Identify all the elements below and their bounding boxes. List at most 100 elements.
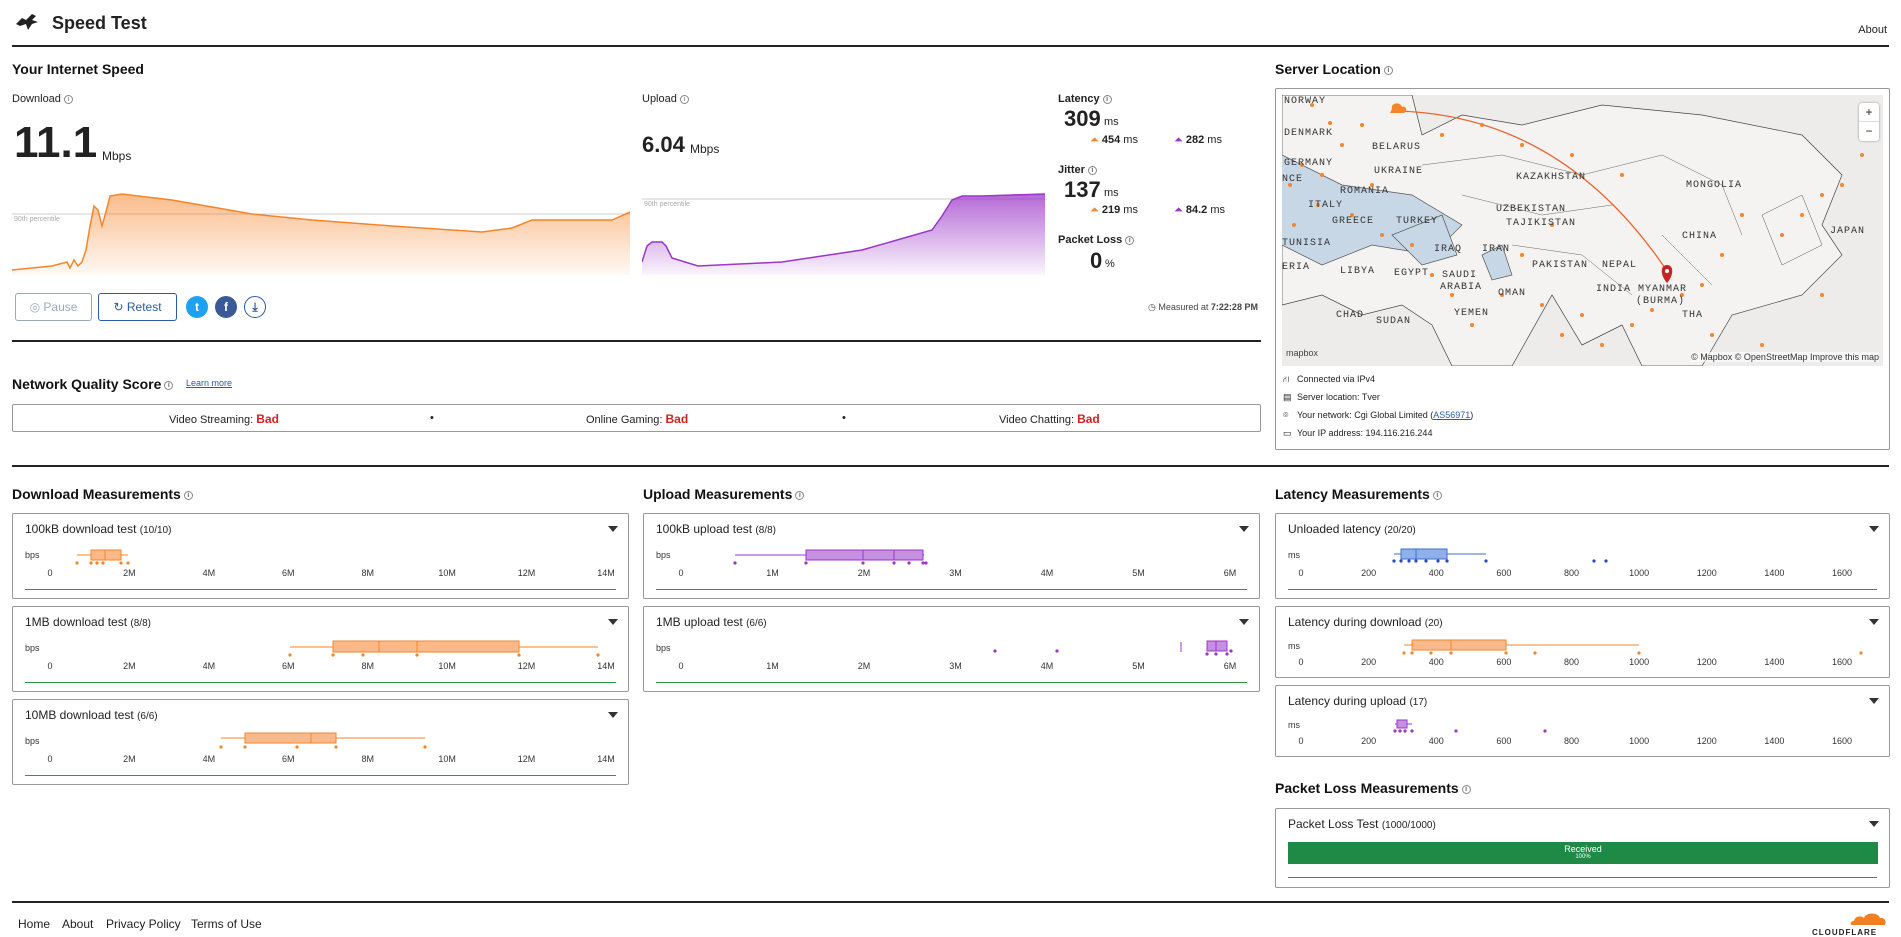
chevron-down-icon[interactable]: [1239, 619, 1249, 625]
chevron-down-icon[interactable]: [1869, 698, 1879, 704]
latency-download-value: ⏶ 454 ms: [1090, 134, 1138, 146]
axis-tick-label: 4M: [202, 568, 216, 578]
axis-tick-label: 0: [678, 568, 684, 578]
svg-text:NORWAY: NORWAY: [1284, 96, 1326, 107]
info-icon: i: [1125, 235, 1135, 245]
map-labels: NORWAY DENMARK BELARUS GERMANY UKRAINE N…: [1282, 96, 1864, 327]
boxplot-chart: [1392, 548, 1608, 563]
boxplot-chart: [288, 640, 600, 657]
chevron-down-icon[interactable]: [1869, 821, 1879, 827]
axis-tick-label: 200: [1361, 736, 1377, 746]
learn-more-link[interactable]: Learn more: [186, 378, 233, 388]
unit-label: bps: [656, 643, 671, 653]
axis-tick-label: 1400: [1764, 657, 1785, 667]
upload-1mb-card[interactable]: 1MB upload test (6/6) bps 0 1M 2M 3M 4M 5M 6M: [643, 606, 1260, 692]
axis-tick-label: 6M: [1223, 568, 1237, 578]
axis-tick-label: 8M: [361, 661, 374, 671]
packet-loss-card[interactable]: Packet Loss Test (1000/1000) Received 10…: [1275, 808, 1890, 888]
baseline: [25, 589, 616, 590]
latency-download-card[interactable]: Latency during download (20) ms 0 200 400 6…: [1275, 606, 1890, 678]
upload-percentile-label: 90th percentile: [644, 201, 690, 208]
measured-at: ◷ Measured at 7:22:28 PM: [1148, 302, 1258, 312]
info-icon: i: [1432, 490, 1442, 500]
axis-tick-label: 1200: [1696, 568, 1717, 578]
card-title: 1MB upload test (6/6): [656, 615, 767, 629]
footer-about-link[interactable]: About: [62, 917, 94, 931]
svg-text:TURKEY: TURKEY: [1396, 216, 1438, 227]
pause-button[interactable]: ◎ Pause: [15, 293, 92, 321]
chevron-down-icon[interactable]: [608, 712, 618, 718]
boxplot-chart: [1393, 719, 1547, 733]
unit-label: ms: [1288, 550, 1300, 560]
axis-tick-label: 5M: [1132, 661, 1145, 671]
info-icon: i: [795, 490, 805, 500]
info-icon: i: [1102, 94, 1112, 104]
footer-divider: [12, 901, 1889, 903]
svg-text:NCE: NCE: [1282, 174, 1303, 185]
map-zoom-control: + −: [1859, 103, 1879, 141]
upload-label: Upload i: [642, 93, 689, 105]
svg-text:UKRAINE: UKRAINE: [1374, 166, 1423, 177]
zoom-out-button[interactable]: −: [1865, 124, 1873, 138]
unloaded-latency-card[interactable]: Unloaded latency (20/20) ms 0 200 400 600 80…: [1275, 513, 1890, 599]
svg-text:ROMANIA: ROMANIA: [1340, 186, 1389, 197]
server-location-title: Server Location i: [1275, 61, 1393, 77]
svg-text:DENMARK: DENMARK: [1284, 128, 1333, 139]
latency-upload-card[interactable]: Latency during upload (17) ms 0 200 400 600…: [1275, 685, 1890, 757]
svg-text:KAZAKHSTAN: KAZAKHSTAN: [1516, 172, 1586, 183]
nqs-separator: •: [430, 412, 434, 424]
axis-tick-label: 0: [47, 661, 53, 671]
download-1mb-card[interactable]: 1MB download test (8/8) bps 0 2M 4M 6M 8M 10M…: [12, 606, 629, 692]
svg-text:IRAQ: IRAQ: [1434, 244, 1462, 255]
info-icon: i: [183, 490, 193, 500]
monitor-icon: ▭: [1283, 428, 1292, 438]
axis-tick-label: 0: [1298, 657, 1304, 667]
axis-tick-label: 1000: [1629, 657, 1650, 667]
svg-text:SAUDI: SAUDI: [1442, 270, 1477, 281]
axis-tick-label: 4M: [1040, 568, 1054, 578]
clock-icon: ◷: [1148, 302, 1156, 312]
info-icon: i: [1087, 165, 1097, 175]
download-10mb-card[interactable]: 10MB download test (6/6) bps 0 2M 4M 6M 8M 10…: [12, 699, 629, 785]
card-title: Packet Loss Test (1000/1000): [1288, 817, 1436, 831]
header-about-link[interactable]: About: [1858, 24, 1887, 36]
axis-tick-label: 1000: [1629, 736, 1650, 746]
packet-loss-measurements-title: Packet Loss Measurements i: [1275, 780, 1471, 796]
facebook-share-icon[interactable]: f: [215, 296, 237, 318]
svg-text:GREECE: GREECE: [1332, 216, 1374, 227]
footer-home-link[interactable]: Home: [18, 917, 51, 931]
zoom-in-button[interactable]: +: [1859, 103, 1879, 122]
unit-label: bps: [656, 550, 671, 560]
middle-divider: [12, 465, 1889, 467]
footer-terms-link[interactable]: Terms of Use: [191, 917, 262, 931]
map-attribution[interactable]: © Mapbox © OpenStreetMap Improve this ma…: [1691, 352, 1879, 362]
server-map[interactable]: NORWAY DENMARK BELARUS GERMANY UKRAINE N…: [1282, 95, 1883, 366]
chevron-down-icon[interactable]: [1869, 619, 1879, 625]
footer-privacy-link[interactable]: Privacy Policy: [106, 917, 181, 931]
svg-text:THA: THA: [1682, 310, 1703, 321]
svg-text:ITALY: ITALY: [1308, 200, 1343, 211]
mapbox-logo[interactable]: mapbox: [1286, 348, 1319, 358]
download-results-icon[interactable]: ⤓: [244, 296, 266, 318]
retest-button[interactable]: ↻ Retest: [98, 293, 177, 321]
received-pct: 100%: [1575, 854, 1591, 860]
as-link[interactable]: AS56971: [1433, 410, 1471, 420]
axis-tick-label: 1400: [1764, 568, 1785, 578]
nqs-bar: Video Streaming: Bad • Online Gaming: Ba…: [12, 404, 1261, 432]
chevron-down-icon[interactable]: [1239, 526, 1249, 532]
twitter-share-icon[interactable]: t: [186, 296, 208, 318]
svg-text:ARABIA: ARABIA: [1440, 282, 1482, 293]
download-100kb-card[interactable]: 100kB download test (10/10) bps 0 2M 4M 6M 8…: [12, 513, 629, 599]
chevron-down-icon[interactable]: [1869, 526, 1879, 532]
upload-arrow-icon: ⏶: [1174, 134, 1183, 146]
jitter-upload-value: ⏶ 84.2 ms: [1174, 204, 1226, 216]
jitter-value: 137: [1064, 177, 1101, 202]
axis-tick-label: 14M: [597, 568, 615, 578]
card-title: Latency during download (20): [1288, 615, 1443, 629]
retest-icon: ↻: [113, 300, 124, 314]
chevron-down-icon[interactable]: [608, 526, 618, 532]
packet-loss-label: Packet Loss i: [1058, 234, 1135, 246]
chevron-down-icon[interactable]: [608, 619, 618, 625]
upload-100kb-card[interactable]: 100kB upload test (8/8) bps 0 1M 2M 3M 4M 5M 6…: [643, 513, 1260, 599]
jitter-label: Jitter i: [1058, 164, 1097, 176]
